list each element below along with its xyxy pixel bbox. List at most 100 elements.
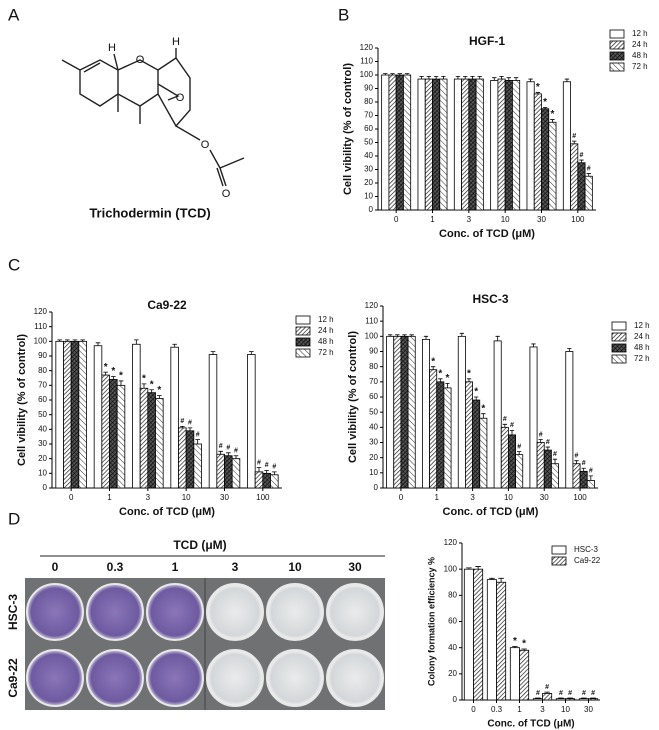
error-bar (581, 697, 587, 699)
bar (504, 80, 513, 211)
bar (388, 74, 397, 211)
error-bar (264, 470, 269, 474)
plate-row-label: Ca9-22 (6, 658, 20, 698)
y-tick-label: 40 (364, 151, 373, 160)
error-bar (226, 452, 231, 456)
panel-label: B (338, 5, 349, 24)
bar (185, 430, 195, 489)
significance-marker: * (481, 403, 485, 414)
legend-label: 24 h (318, 326, 334, 335)
legend-label: 72 h (632, 62, 648, 71)
chart-title: HSC-3 (472, 292, 508, 306)
x-tick-label: 30 (584, 705, 593, 714)
significance-marker: # (580, 152, 584, 159)
atom-label: O (136, 54, 145, 66)
error-bar (95, 342, 101, 346)
error-bar (57, 339, 62, 342)
well (86, 649, 144, 707)
y-tick-label: 20 (448, 669, 457, 678)
error-bar (572, 140, 577, 144)
bar (139, 387, 149, 489)
error-bar (383, 73, 388, 75)
plate-row-label: HSC-3 (6, 594, 20, 630)
y-tick-label: 60 (38, 395, 47, 404)
error-bar (544, 691, 550, 694)
bar (247, 354, 256, 489)
x-tick-label: 1 (430, 215, 435, 224)
x-tick-label: 3 (467, 215, 472, 224)
y-tick-label: 60 (448, 617, 457, 626)
x-tick-label: 3 (146, 493, 151, 502)
y-tick-label: 100 (34, 336, 48, 345)
y-tick-label: 40 (448, 643, 457, 652)
significance-marker: # (568, 690, 572, 697)
y-tick-label: 90 (38, 351, 47, 360)
error-bar (574, 460, 579, 464)
error-bar (531, 343, 536, 347)
error-bar (172, 343, 177, 348)
bar (526, 81, 535, 211)
error-bar (567, 697, 573, 699)
error-bar (586, 173, 591, 177)
x-tick-label: 100 (573, 493, 587, 502)
y-tick-label: 70 (38, 380, 47, 389)
significance-marker: * (142, 374, 146, 385)
bar (486, 579, 497, 701)
bar (147, 392, 156, 489)
x-tick-label: 0.3 (491, 705, 503, 714)
error-bar (512, 645, 518, 648)
error-bar (558, 697, 564, 699)
bar (497, 78, 506, 211)
x-tick-label: 0 (471, 705, 476, 714)
bar (231, 458, 241, 489)
y-tick-label: 60 (364, 124, 373, 133)
significance-marker: * (474, 387, 478, 398)
significance-marker: # (536, 690, 540, 697)
atom-label: H (108, 42, 116, 54)
bar (479, 417, 488, 489)
bar (101, 374, 110, 489)
bar (543, 449, 552, 489)
legend-swatch (295, 337, 311, 347)
x-axis-label: Conc. of TCD (μM) (439, 228, 535, 240)
y-tick-label: 10 (364, 192, 373, 201)
error-bar (157, 395, 162, 399)
error-bar (481, 413, 486, 419)
significance-marker: * (467, 368, 471, 379)
x-tick-label: 100 (256, 493, 270, 502)
y-tick-label: 90 (364, 84, 373, 93)
error-bar (498, 577, 504, 583)
error-bar (103, 371, 108, 376)
error-bar (118, 380, 124, 386)
error-bar (141, 383, 147, 389)
plate-image (25, 578, 385, 710)
bar (439, 78, 448, 211)
significance-marker: # (234, 448, 238, 455)
plate-column-label: 30 (348, 560, 362, 574)
error-bar (402, 334, 407, 337)
error-bar (419, 75, 424, 80)
error-bar (390, 73, 395, 75)
significance-marker: * (431, 356, 435, 367)
significance-marker: # (219, 443, 223, 450)
significance-marker: * (513, 636, 517, 647)
bar (116, 384, 126, 489)
y-tick-label: 10 (38, 468, 47, 477)
error-bar (567, 348, 572, 352)
significance-marker: * (543, 97, 547, 108)
bar (515, 454, 524, 489)
significance-marker: # (539, 431, 543, 438)
error-bar (495, 335, 500, 341)
bar (542, 693, 553, 701)
error-bar (256, 467, 262, 472)
legend-swatch (609, 51, 625, 61)
y-tick-label: 0 (453, 695, 458, 704)
error-bar (80, 339, 85, 342)
y-tick-label: 50 (364, 138, 373, 147)
legend-swatch (611, 343, 627, 353)
y-axis-label: Cell vibility (% of control) (347, 331, 359, 463)
error-bar (513, 77, 519, 81)
bar (532, 698, 543, 701)
well (26, 583, 84, 641)
